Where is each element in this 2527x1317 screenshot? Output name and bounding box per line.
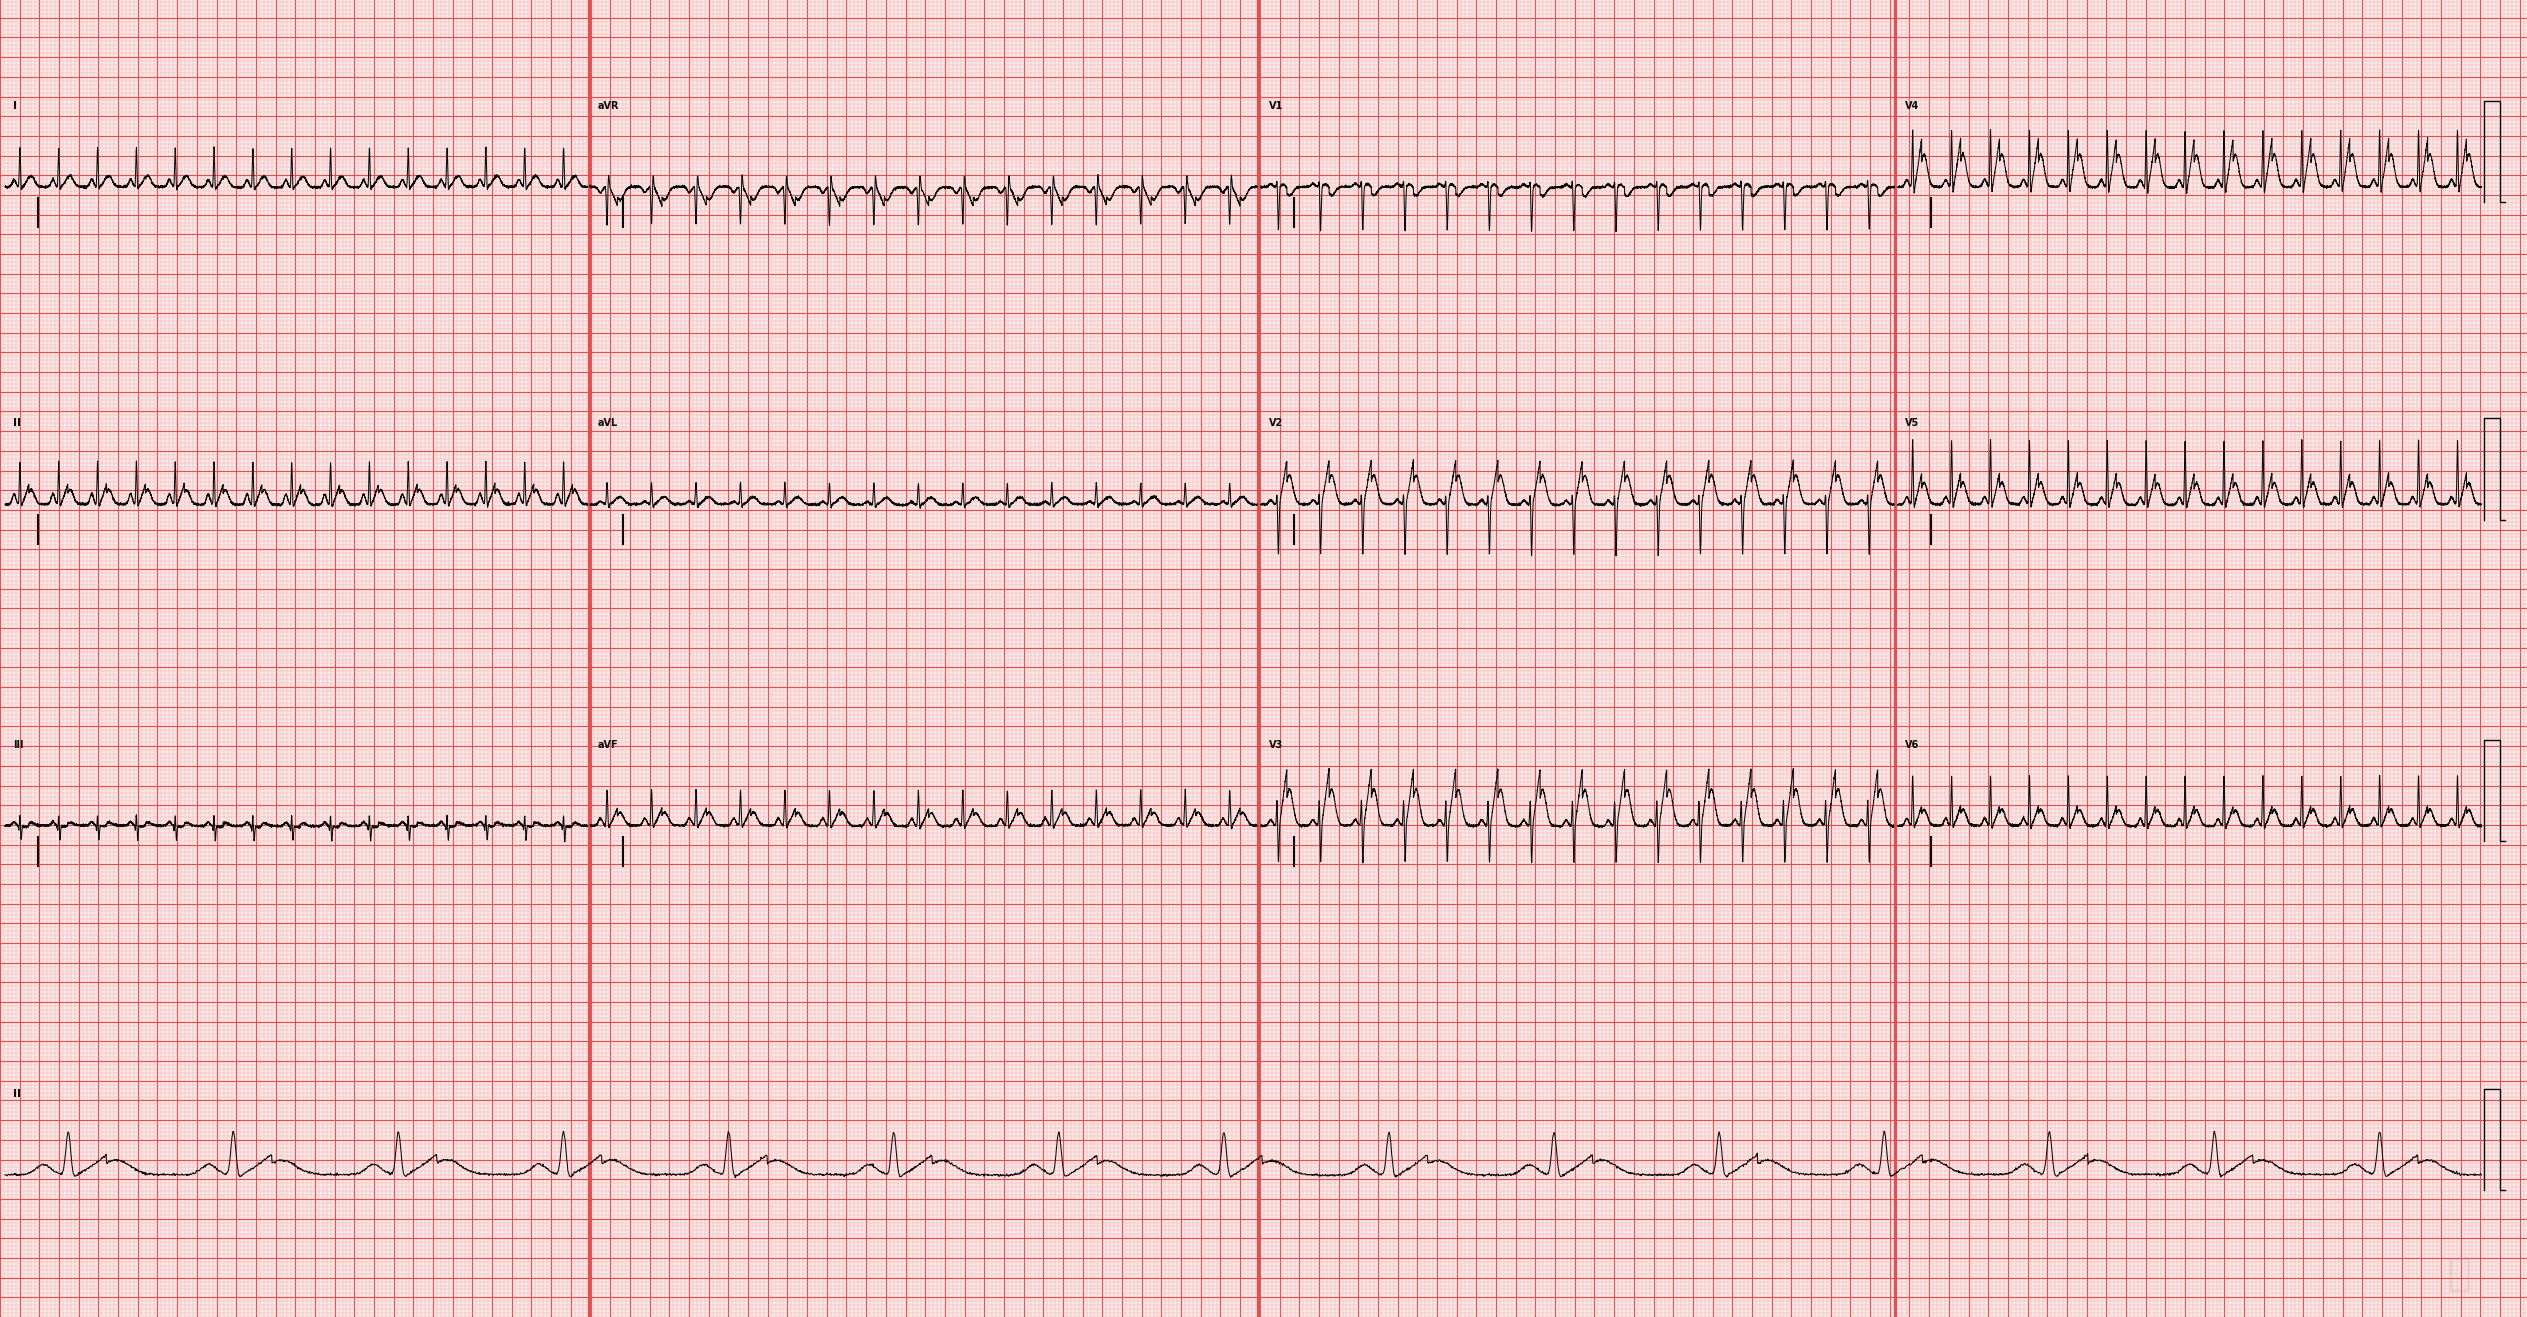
Text: V4: V4 xyxy=(1905,101,1921,111)
Text: aVL: aVL xyxy=(599,419,619,428)
Text: II: II xyxy=(13,1089,20,1098)
Text: V5: V5 xyxy=(1905,419,1921,428)
Text: III: III xyxy=(13,740,23,749)
Text: aVF: aVF xyxy=(599,740,619,749)
Text: ⬥: ⬥ xyxy=(2446,1255,2471,1293)
Text: V3: V3 xyxy=(1269,740,1284,749)
Text: V6: V6 xyxy=(1905,740,1921,749)
Text: aVR: aVR xyxy=(599,101,619,111)
Text: I: I xyxy=(13,101,18,111)
Text: V2: V2 xyxy=(1269,419,1284,428)
Text: II: II xyxy=(13,419,20,428)
Text: V1: V1 xyxy=(1269,101,1284,111)
